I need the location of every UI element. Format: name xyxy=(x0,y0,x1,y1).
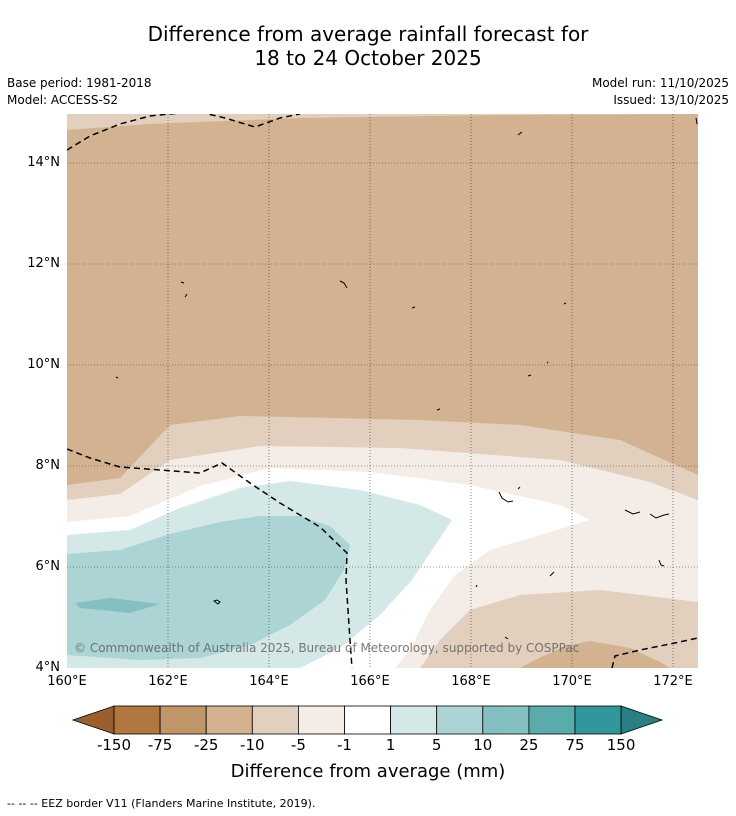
map-title-line1: Difference from average rainfall forecas… xyxy=(147,22,589,46)
colorbar-tick-label: 5 xyxy=(431,736,442,754)
colorbar xyxy=(71,705,664,735)
eez-legend-note: -- -- -- EEZ border V11 (Flanders Marine… xyxy=(7,797,316,810)
colorbar-segment xyxy=(205,705,253,735)
colorbar-segment xyxy=(159,705,207,735)
colorbar-segment xyxy=(251,705,299,735)
colorbar-tick-label: 75 xyxy=(565,736,585,754)
lon-tick-168e: 168°E xyxy=(451,674,491,689)
rainfall-map-area xyxy=(67,114,698,668)
colorbar-tick-label: 25 xyxy=(519,736,539,754)
lon-tick-172e: 172°E xyxy=(653,674,693,689)
eez-borders xyxy=(67,114,698,668)
colorbar-segment xyxy=(113,705,161,735)
colorbar-segment xyxy=(574,705,622,735)
colorbar-tick-label: -25 xyxy=(193,736,219,754)
colorbar-tick-label: 10 xyxy=(473,736,493,754)
contour-dry-25-patch xyxy=(520,641,670,668)
colorbar-tick-label: 1 xyxy=(385,736,396,754)
copyright-text: © Commonwealth of Australia 2025, Bureau… xyxy=(74,641,580,655)
model-name: Model: ACCESS-S2 xyxy=(7,93,119,107)
colorbar-segment xyxy=(297,705,345,735)
colorbar-tick-label: 150 xyxy=(606,736,636,754)
lon-tick-164e: 164°E xyxy=(249,674,289,689)
colorbar-title: Difference from average (mm) xyxy=(230,761,506,782)
lon-tick-160e: 160°E xyxy=(47,674,87,689)
colorbar-segment xyxy=(344,705,391,735)
colorbar-segment xyxy=(390,705,438,735)
lat-tick-6n: 6°N xyxy=(35,559,61,574)
colorbar-tick-label: -1 xyxy=(337,736,352,754)
lon-tick-166e: 166°E xyxy=(350,674,390,689)
islands xyxy=(115,117,698,640)
colorbar-extend-high xyxy=(620,705,664,735)
lon-tick-162e: 162°E xyxy=(148,674,188,689)
colorbar-tick-label: -75 xyxy=(147,736,173,754)
lon-tick-170e: 170°E xyxy=(552,674,592,689)
colorbar-tick-label: -150 xyxy=(96,736,132,754)
colorbar-segment xyxy=(528,705,576,735)
lat-tick-10n: 10°N xyxy=(27,357,60,372)
issued-date: Issued: 13/10/2025 xyxy=(613,93,729,107)
contour-wet-25 xyxy=(75,598,160,613)
base-period: Base period: 1981-2018 xyxy=(7,76,152,90)
map-title-line2: 18 to 24 October 2025 xyxy=(254,46,482,70)
colorbar-tick-label: -5 xyxy=(290,736,306,754)
colorbar-tick-label: -10 xyxy=(240,736,265,754)
contour-wet-10 xyxy=(67,516,350,660)
colorbar-extend-low xyxy=(71,705,115,735)
lat-tick-14n: 14°N xyxy=(27,155,60,170)
lat-tick-4n: 4°N xyxy=(35,660,61,675)
colorbar-segment xyxy=(436,705,484,735)
model-run: Model run: 11/10/2025 xyxy=(591,76,729,90)
lat-tick-8n: 8°N xyxy=(35,458,61,473)
map-grid xyxy=(67,114,698,668)
lat-tick-12n: 12°N xyxy=(27,256,60,271)
colorbar-segment xyxy=(482,705,530,735)
